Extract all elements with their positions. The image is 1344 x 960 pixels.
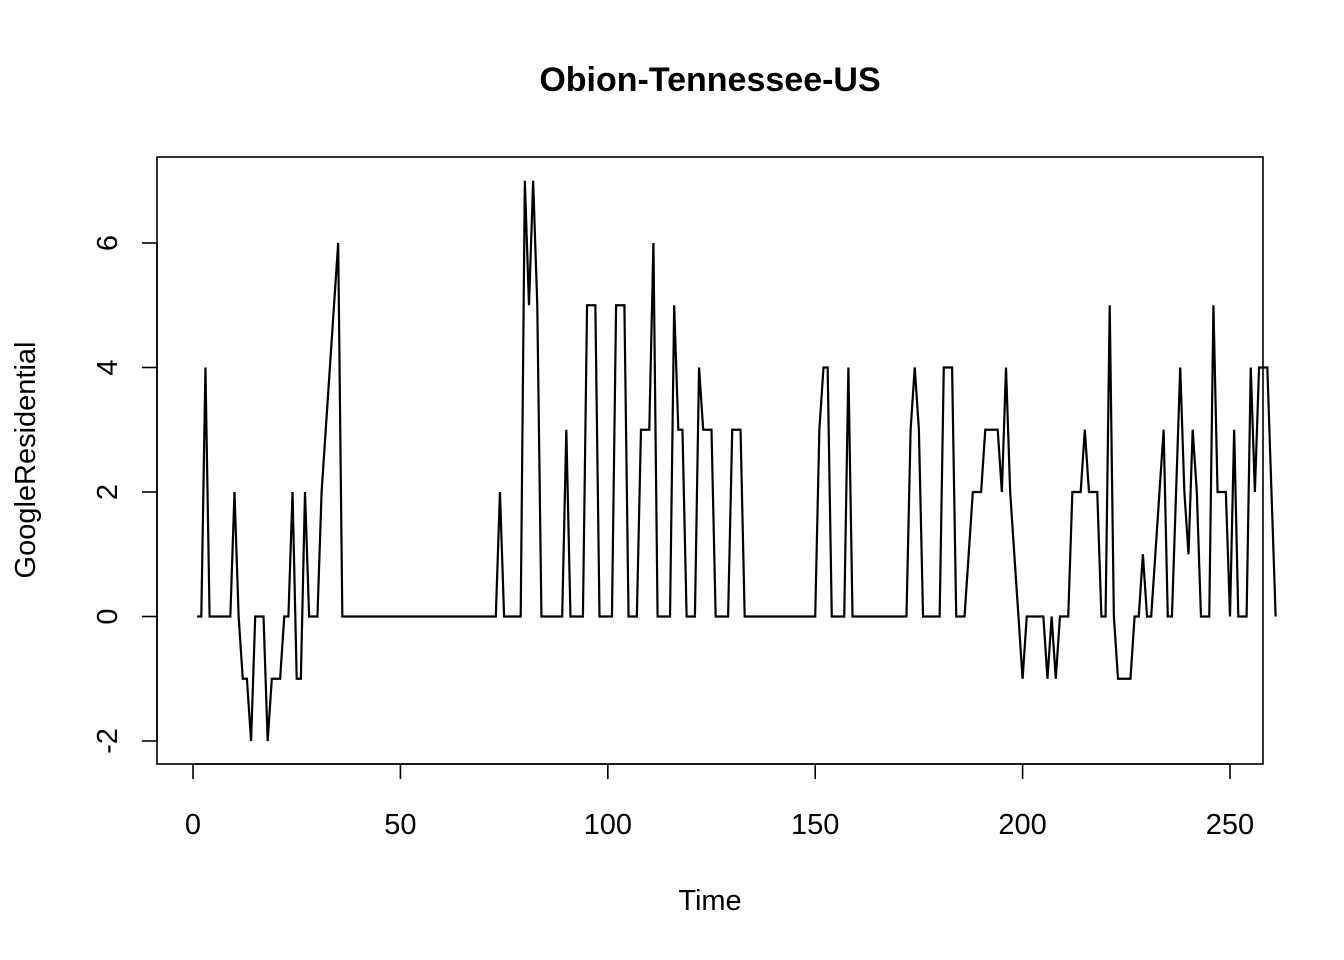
y-tick-label: 6 [92,235,124,251]
x-tick-label: 100 [584,809,632,841]
x-tick-label: 200 [998,809,1046,841]
chart-title: Obion-Tennessee-US [539,61,880,99]
x-axis: 0 50 100 150 200 250 [185,763,1254,841]
y-tick-label: 4 [92,359,124,375]
x-axis-title: Time [678,885,741,917]
x-tick-label: 0 [185,809,201,841]
y-tick-label: -2 [92,728,124,754]
x-tick-label: 150 [791,809,839,841]
y-tick-label: 0 [92,608,124,624]
y-axis-title: GoogleResidential [10,342,42,579]
x-tick-label: 250 [1206,809,1254,841]
series-line [197,180,1277,742]
y-axis: -2 0 2 4 6 [92,235,158,754]
y-tick-label: 2 [92,484,124,500]
x-tick-label: 50 [384,809,416,841]
